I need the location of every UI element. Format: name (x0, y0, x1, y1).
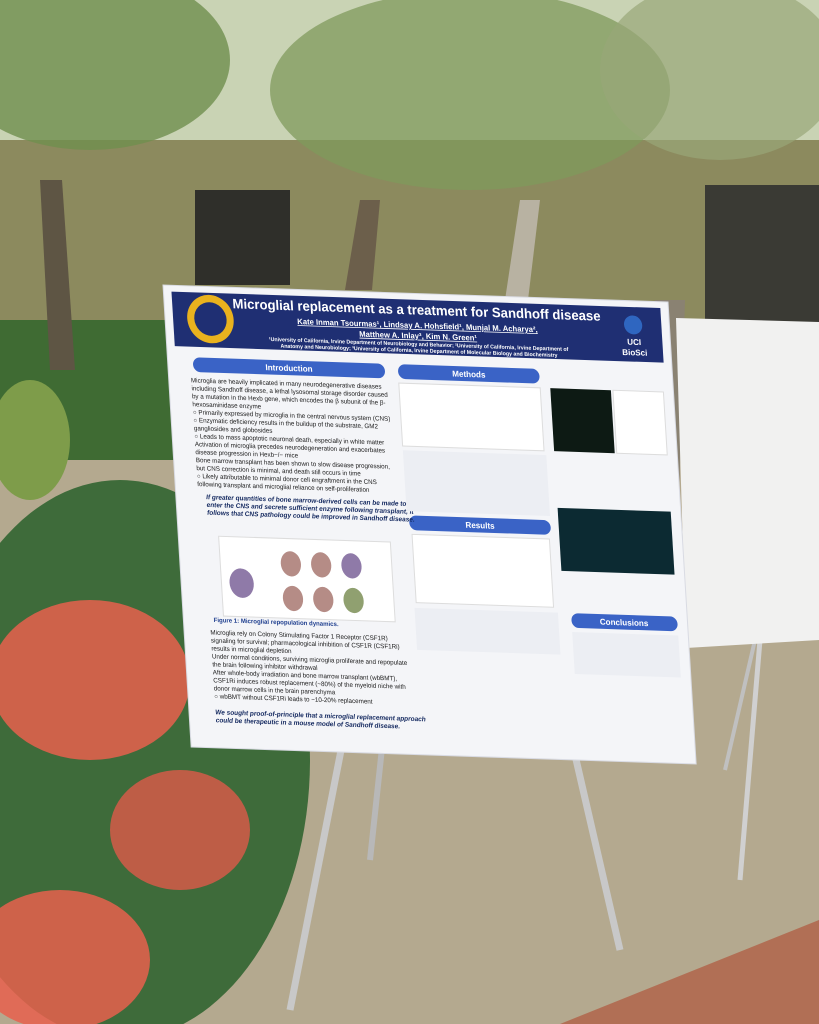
plot (612, 389, 668, 456)
flowers (0, 600, 190, 760)
text-line: donor marrow cells in the brain parenchy… (214, 685, 336, 696)
methods-diagram (398, 382, 545, 452)
blank-board (676, 318, 819, 648)
text-line: disease progression in Hexb−/− mice (195, 449, 299, 460)
foliage (600, 0, 819, 160)
text-line: hexosaminidase enzyme (192, 401, 262, 410)
authors: Matthew A. Inlay³, Kim N. Green¹ (359, 330, 478, 343)
brain-icon (311, 552, 332, 578)
section-title: Conclusions (600, 617, 649, 628)
header-band (171, 291, 664, 363)
uci-logo-mark (624, 315, 643, 335)
section-header (193, 357, 385, 379)
logo-text: BioSci (622, 348, 648, 358)
text-line: gangliosides and globosides (194, 425, 273, 435)
brain-icon (341, 553, 362, 579)
conclusions-text-block (572, 631, 681, 678)
doorway (195, 190, 290, 285)
logo-text: UCI (627, 338, 641, 348)
foliage (0, 0, 230, 150)
foliage (270, 0, 670, 190)
section-title: Introduction (265, 363, 313, 374)
flowers (0, 890, 150, 1024)
section-header (398, 364, 540, 384)
easel-leg (737, 639, 763, 881)
poster: Microglial replacement as a treatment fo… (162, 284, 697, 765)
easel-leg (286, 729, 349, 1011)
brain-icon (229, 568, 254, 598)
tree-trunk (505, 200, 540, 300)
shrub (0, 380, 70, 500)
brain-icon (343, 587, 364, 614)
results-text-block (414, 607, 561, 655)
section-title: Methods (452, 369, 486, 379)
section-header (571, 613, 678, 632)
brain-icon (280, 551, 301, 577)
window (705, 185, 819, 325)
section-title: Results (465, 521, 495, 531)
methods-text-block (402, 450, 551, 516)
tree-trunk (345, 200, 380, 290)
results-plot (411, 533, 555, 608)
brain-icon (282, 585, 304, 612)
easel-leg (723, 639, 757, 771)
brain-icon (313, 586, 334, 613)
curb (560, 920, 819, 1024)
section-header (409, 515, 551, 535)
micrograph (550, 388, 615, 454)
text-line: results in microglial depletion (211, 645, 292, 655)
flowers (110, 770, 250, 890)
text-line: the brain following inhibitor withdrawal (212, 661, 318, 672)
uc-seal-inner (194, 302, 227, 336)
tree-trunk (40, 180, 75, 370)
micrograph (557, 507, 675, 575)
figure-caption: Figure 1: Microglial repopulation dynami… (213, 617, 339, 628)
